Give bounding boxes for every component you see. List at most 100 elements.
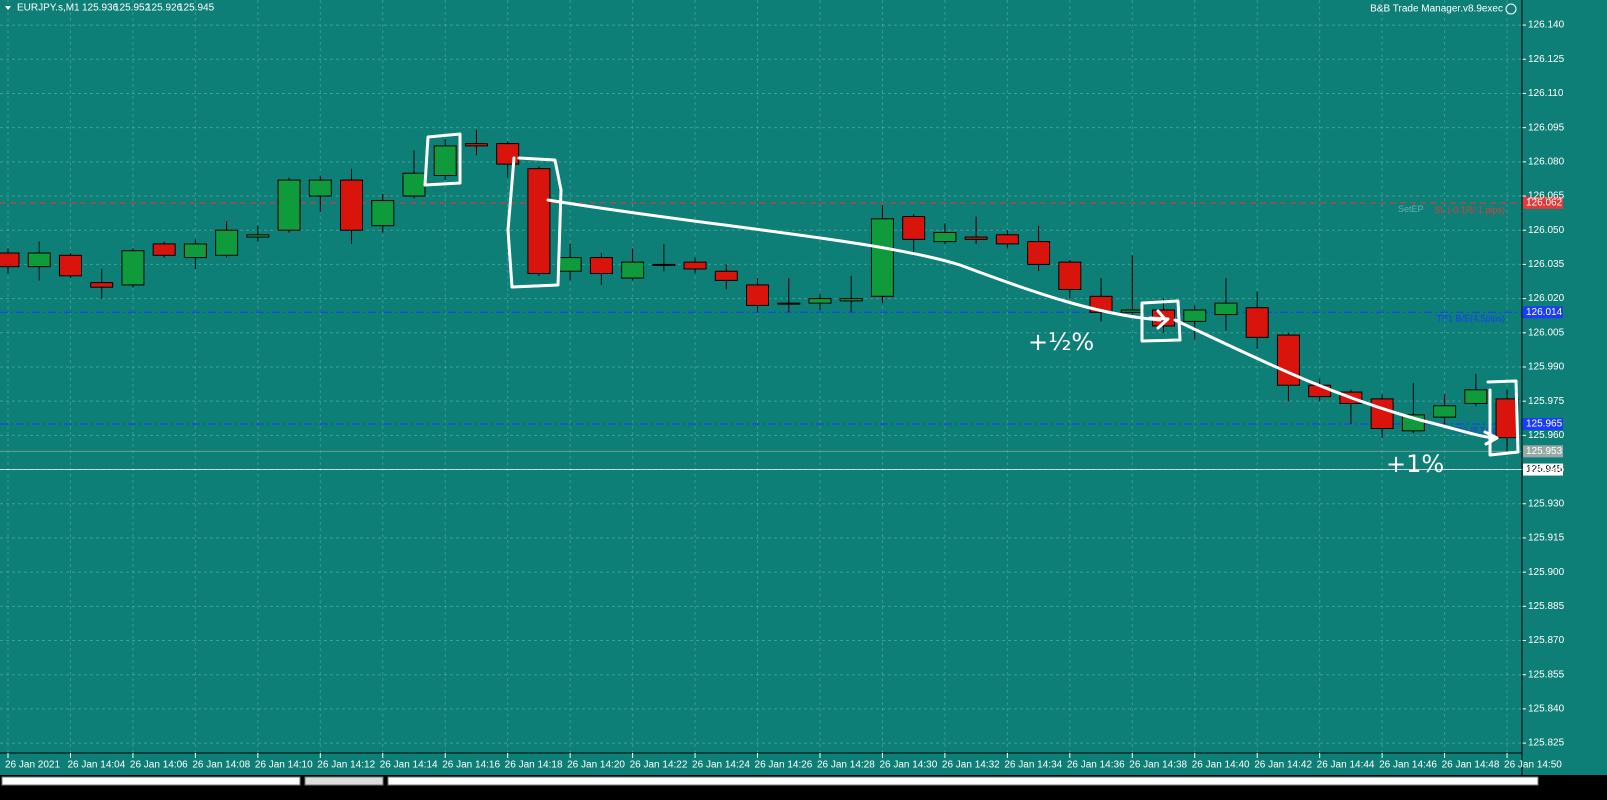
levels: SL (-0.1R/-1 pips) 126.062 TP1 B/E(4.5pips… [0, 196, 1563, 476]
price-tag [1523, 306, 1563, 319]
y-tick-label: 126.080 [1528, 156, 1565, 167]
annotation: +1% [1386, 450, 1444, 478]
candle-body [527, 168, 551, 275]
x-tick-label: 26 Jan 14:16 [442, 760, 500, 771]
price-tag [1523, 417, 1563, 430]
candle-body [964, 236, 988, 240]
candle-body [1370, 398, 1394, 430]
x-tick-label: 26 Jan 14:38 [1129, 760, 1187, 771]
candle-body [27, 252, 51, 268]
candle-body [215, 229, 239, 256]
candle-body [0, 252, 20, 268]
candle-body [839, 298, 863, 302]
x-tick-label: 26 Jan 14:48 [1442, 760, 1500, 771]
ohlc-low: 125.926 [146, 3, 183, 14]
candle-body [652, 263, 676, 266]
candle-body [902, 216, 926, 240]
y-tick-label: 125.885 [1528, 601, 1565, 612]
candle-body [714, 270, 738, 281]
y-tick-label: 126.095 [1528, 122, 1565, 133]
scrollbar[interactable] [387, 776, 1539, 786]
candle-body [1464, 389, 1488, 404]
y-tick-label: 126.050 [1528, 225, 1565, 236]
ohlc-open: 125.936 [82, 3, 119, 14]
x-tick-label: 26 Jan 14:40 [1192, 760, 1250, 771]
menu-arrow[interactable] [5, 6, 11, 10]
candle-body [402, 172, 426, 197]
x-tick-label: 26 Jan 14:36 [1067, 760, 1125, 771]
candle-body [558, 257, 582, 272]
y-tick-label: 126.035 [1528, 259, 1565, 270]
x-tick-label: 26 Jan 14:14 [380, 760, 438, 771]
y-tick-label: 125.870 [1528, 635, 1565, 646]
candle-body [277, 179, 301, 231]
level-label: TP1 B/E(4.5pips) [1436, 314, 1505, 324]
grid [0, 0, 1522, 753]
candle-body [58, 254, 82, 277]
x-tick-label: 26 Jan 14:10 [255, 760, 313, 771]
level-label: TP2 (8.5pips) [1451, 425, 1505, 435]
candle-body [1245, 307, 1269, 338]
candle-body [246, 234, 270, 238]
candle-body [496, 143, 520, 165]
x-tick-label: 26 Jan 14:32 [942, 760, 1000, 771]
price-tag [1523, 463, 1563, 476]
price-tag-label: 126.014 [1526, 307, 1563, 318]
price-tag [1523, 196, 1563, 209]
tab[interactable] [304, 776, 384, 786]
candle-body [152, 243, 176, 256]
x-tick-label: 26 Jan 14:04 [67, 760, 125, 771]
candle-body [433, 145, 457, 177]
y-tick-label: 126.140 [1528, 20, 1565, 31]
expert-icon[interactable] [1505, 3, 1517, 15]
hand-arrow [546, 198, 1162, 322]
x-tick-label: 26 Jan 14:30 [879, 760, 937, 771]
price-tag-label: 125.965 [1526, 419, 1563, 430]
candle-body [1027, 241, 1051, 265]
y-tick-label: 125.945 [1528, 464, 1565, 475]
x-tick-label: 26 Jan 2021 [5, 760, 60, 771]
candle-body [121, 250, 145, 286]
expert-name: B&B Trade Manager.v8.9exec [1370, 4, 1503, 15]
y-tick-label: 126.125 [1528, 54, 1565, 65]
x-tick-label: 26 Jan 14:46 [1379, 760, 1437, 771]
candle-body [1433, 405, 1457, 418]
candle-body [1276, 334, 1300, 386]
tab[interactable] [1, 776, 301, 786]
y-tick-label: 125.930 [1528, 498, 1565, 509]
candle-body [621, 261, 645, 279]
y-tick-label: 125.840 [1528, 704, 1565, 715]
candle-body [746, 284, 770, 306]
y-tick-label: 125.855 [1528, 669, 1565, 680]
x-tick-label: 26 Jan 14:06 [130, 760, 188, 771]
hand-arrow-head [1148, 309, 1170, 330]
y-tick-label: 125.900 [1528, 567, 1565, 578]
x-tick-label: 26 Jan 14:34 [1004, 760, 1062, 771]
candle-body [683, 261, 707, 270]
y-tick-label: 126.005 [1528, 327, 1565, 338]
y-tick-label: 125.990 [1528, 362, 1565, 373]
candle-body [1214, 302, 1238, 316]
price-tag [1523, 445, 1563, 458]
candle-body [1495, 398, 1519, 439]
candle-body [777, 302, 801, 305]
y-tick-label: 126.065 [1528, 191, 1565, 202]
candle-body [183, 243, 207, 259]
candle-body [995, 234, 1019, 245]
x-tick-label: 26 Jan 14:24 [692, 760, 750, 771]
time-axis: 26 Jan 2021 26 Jan 14:04 26 Jan 14:06 26 Ja… [5, 753, 1562, 771]
price-tag-label: 125.953 [1526, 446, 1563, 457]
ohlc-high: 125.952 [114, 3, 151, 14]
symbol: EURJPY.s,M1 [17, 3, 80, 14]
ohlc-close: 125.945 [178, 3, 215, 14]
x-tick-label: 26 Jan 14:42 [1254, 760, 1312, 771]
hand-box [1140, 299, 1182, 343]
y-tick-label: 126.110 [1528, 88, 1564, 99]
x-tick-label: 26 Jan 14:18 [505, 760, 563, 771]
candle-body [589, 257, 613, 275]
candle-body [808, 298, 832, 304]
level-label: SL (-0.1R/-1 pips) [1434, 205, 1505, 215]
candle-body [308, 179, 332, 197]
